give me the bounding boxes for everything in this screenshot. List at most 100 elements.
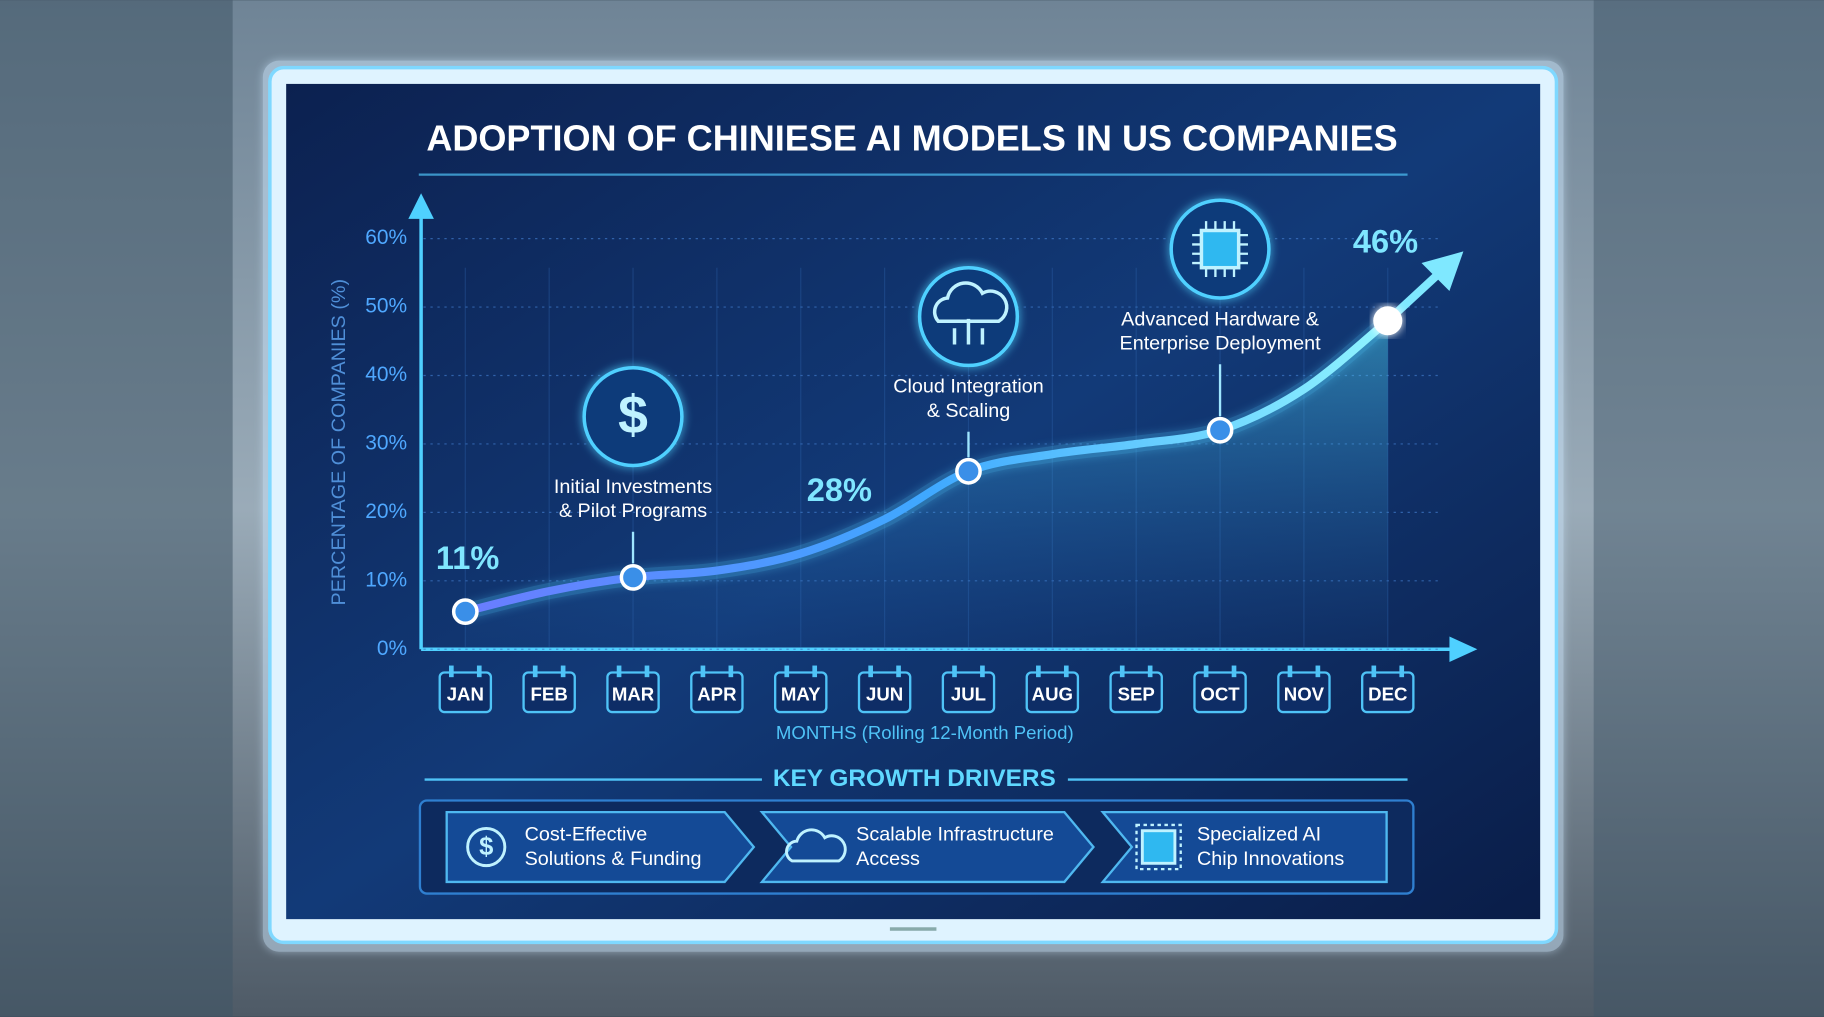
- x-tick-label: DEC: [1368, 684, 1407, 705]
- key-growth-drivers: KEY GROWTH DRIVERS $ Cost-EffectiveSoluti…: [418, 765, 1415, 895]
- chart-title: ADOPTION OF CHINIESE AI MODELS IN US COM…: [426, 117, 1397, 158]
- driver-chevron: [445, 810, 756, 884]
- calendar-tab: [476, 665, 482, 678]
- milestone-label: Advanced Hardware &: [1121, 308, 1319, 330]
- calendar-tab: [784, 665, 790, 678]
- y-axis-arrow: [408, 193, 434, 219]
- calendar-icon: [857, 671, 912, 714]
- calendar-tab: [644, 665, 650, 678]
- driver-label: Chip Innovations: [1197, 848, 1344, 870]
- driver-icon: $: [479, 833, 493, 861]
- milestone-label: Initial Investments: [554, 476, 712, 498]
- calendar-icon: [1109, 671, 1163, 714]
- y-tick-label: 50%: [365, 295, 407, 318]
- x-tick-label: JUL: [951, 684, 986, 705]
- calendar-tab: [728, 665, 734, 678]
- calendar-tab: [1287, 665, 1293, 678]
- y-tick-label: 60%: [365, 226, 407, 249]
- y-tick-label: 20%: [365, 500, 407, 523]
- calendar-tab: [1147, 665, 1153, 678]
- calendar-tab: [980, 665, 985, 678]
- calendar-tab: [868, 665, 873, 678]
- y-tick-label: 30%: [365, 431, 407, 454]
- driver-icon: [1135, 823, 1182, 871]
- driver-icon: [1140, 829, 1177, 865]
- calendar-icon: [1025, 671, 1080, 714]
- value-annotation: 28%: [807, 472, 872, 508]
- driver-icon: [785, 828, 847, 863]
- x-tick-label: NOV: [1284, 684, 1325, 705]
- x-axis-label: MONTHS (Rolling 12-Month Period): [776, 722, 1074, 743]
- milestone-icon-ring: [582, 366, 684, 468]
- calendar-tab: [896, 665, 901, 678]
- x-tick-label: OCT: [1200, 684, 1240, 705]
- driver-label: Scalable Infrastructure: [856, 824, 1054, 846]
- milestone-label: & Scaling: [927, 400, 1011, 422]
- milestone: Cloud Integration& Scaling: [893, 265, 1044, 650]
- x-tick-label: SEP: [1118, 684, 1155, 705]
- calendar-tab: [1203, 665, 1209, 678]
- calendar-tab: [1231, 665, 1237, 678]
- x-tick-label: MAR: [612, 684, 655, 705]
- calendar-tab: [1119, 665, 1125, 678]
- calendar-tab: [952, 665, 957, 678]
- calendar-icon: [606, 671, 660, 714]
- glass-wall-right: [1593, 0, 1824, 1017]
- trend-arrow: [1421, 251, 1464, 291]
- driver-label: Solutions & Funding: [525, 848, 702, 870]
- y-tick-label: 40%: [365, 363, 407, 386]
- calendar-tab: [1399, 665, 1405, 678]
- x-tick-label: JUN: [866, 684, 903, 705]
- data-point: [955, 457, 982, 485]
- calendar-icon: [1193, 671, 1247, 714]
- milestone-label: Enterprise Deployment: [1120, 333, 1322, 355]
- chip-icon: [1199, 228, 1241, 270]
- x-tick-label: MAY: [781, 684, 821, 705]
- calendar-icon: [1277, 671, 1331, 714]
- x-tick-label: JAN: [447, 684, 484, 705]
- y-tick-label: 0%: [377, 637, 407, 660]
- plot: 0% 10% 20% 30% 40% 50% 60% JAN FEB MAR APR MAY JUN JU…: [365, 198, 1464, 714]
- value-annotation: 11%: [436, 540, 499, 576]
- calendar-icon: [690, 671, 744, 714]
- calendar-tab: [449, 665, 454, 678]
- calendar-tab: [1036, 665, 1041, 678]
- data-point: [619, 564, 647, 591]
- milestone: $ Initial Investments& Pilot Programs: [554, 366, 712, 564]
- x-axis-arrow: [1449, 636, 1478, 663]
- x-tick-label: APR: [697, 684, 737, 705]
- calendar-tab: [812, 665, 818, 678]
- milestone: Advanced Hardware & Enterprise Deployment: [1120, 198, 1322, 417]
- x-tick-label: FEB: [531, 684, 568, 705]
- drivers-title: KEY GROWTH DRIVERS: [773, 765, 1056, 792]
- milestone-label: Cloud Integration: [893, 376, 1044, 398]
- x-tick-label: AUG: [1032, 684, 1073, 705]
- driver-label: Cost-Effective: [525, 824, 648, 846]
- data-point: [1206, 416, 1234, 444]
- calendar-tab: [616, 665, 622, 678]
- dollar-icon: $: [618, 386, 648, 445]
- glass-wall-left: [0, 0, 233, 1017]
- cloud-icon: [932, 281, 1009, 345]
- milestone-label: & Pilot Programs: [559, 500, 707, 522]
- data-point: [1373, 306, 1403, 336]
- driver-icon: [466, 826, 507, 868]
- calendar-tab: [1371, 665, 1377, 678]
- calendar-tab: [532, 665, 538, 678]
- calendar-tab: [560, 665, 566, 678]
- calendar-tab: [1063, 665, 1069, 678]
- driver-label: Access: [856, 848, 920, 870]
- calendar-tab: [1315, 665, 1321, 678]
- y-tick-label: 10%: [365, 568, 407, 591]
- calendar-tab: [700, 665, 706, 678]
- calendar-icon: [941, 671, 996, 714]
- calendar-icon: [522, 671, 576, 714]
- driver-chevron: [759, 810, 1095, 884]
- area-fill: [465, 320, 1388, 647]
- calendar-icon: [438, 671, 493, 714]
- calendar-icon: [1361, 671, 1415, 714]
- driver-label: Specialized AI: [1197, 824, 1321, 846]
- data-point: [451, 598, 479, 625]
